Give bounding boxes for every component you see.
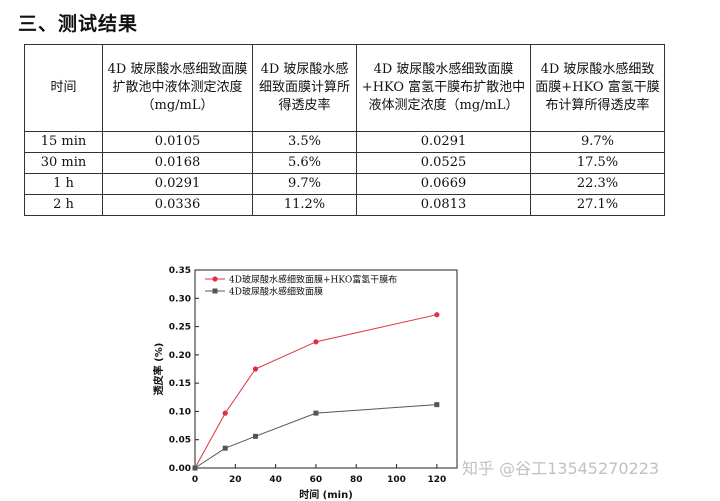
y-tick-label: 0.35 — [169, 266, 191, 276]
data-point — [313, 339, 319, 345]
chart-svg: 0 20 40 60 80 100 120 0.00 0.05 0.10 0.15 0.20 0.25 0… — [152, 266, 458, 501]
table-cell: 0.0669 — [356, 173, 531, 195]
table-cell: 17.5% — [530, 152, 665, 174]
x-axis-label: 时间 (min) — [299, 488, 353, 501]
data-point — [434, 312, 440, 318]
table-cell: 0.0813 — [356, 194, 531, 216]
x-tick-label: 60 — [310, 475, 323, 485]
table-cell: 9.7% — [252, 173, 357, 195]
table-cell: 30 min — [24, 152, 103, 174]
header-time: 时间 — [24, 44, 103, 132]
section-heading: 三、测试结果 — [18, 13, 139, 35]
y-tick-label: 0.30 — [169, 294, 191, 304]
x-tick-label: 40 — [269, 475, 282, 485]
table-header-row: 时间 4D 玻尿酸水感细致面膜扩散池中液体测定浓度（mg/mL） 4D 玻尿酸水… — [24, 44, 665, 132]
x-tick-label: 20 — [229, 475, 242, 485]
table-cell: 9.7% — [530, 131, 665, 153]
header-hko-concentration: 4D 玻尿酸水感细致面膜+HKO 富氢干膜布扩散池中液体测定浓度（mg/mL） — [356, 44, 531, 132]
data-point — [222, 410, 228, 416]
plot-frame — [194, 269, 458, 469]
table-cell: 0.0525 — [356, 152, 531, 174]
y-tick-label: 0.15 — [169, 379, 191, 389]
y-tick-label: 0.00 — [169, 464, 191, 474]
table-cell: 5.6% — [252, 152, 357, 174]
table-cell: 0.0336 — [102, 194, 253, 216]
results-table: 时间 4D 玻尿酸水感细致面膜扩散池中液体测定浓度（mg/mL） 4D 玻尿酸水… — [24, 44, 665, 216]
y-tick-label: 0.20 — [169, 351, 191, 361]
x-tick-label: 80 — [350, 475, 363, 485]
table-row: 15 min 0.0105 3.5% 0.0291 9.7% — [24, 131, 665, 153]
table-cell: 2 h — [24, 194, 103, 216]
header-hko-permeation: 4D 玻尿酸水感细致面膜+HKO 富氢干膜布计算所得透皮率 — [530, 44, 665, 132]
y-tick-label: 0.05 — [169, 436, 191, 446]
x-tick-label: 100 — [387, 475, 406, 485]
series-line — [194, 314, 437, 469]
y-tick-label: 0.25 — [169, 323, 191, 333]
legend-marker — [212, 288, 218, 294]
table-cell: 27.1% — [530, 194, 665, 216]
table-cell: 3.5% — [252, 131, 357, 153]
table-cell: 1 h — [24, 173, 103, 195]
header-control-concentration: 4D 玻尿酸水感细致面膜扩散池中液体测定浓度（mg/mL） — [102, 44, 253, 132]
legend-label: 4D玻尿酸水感细致面膜+HKO富氢干膜布 — [229, 274, 397, 286]
data-point — [192, 465, 198, 471]
table-cell: 0.0291 — [356, 131, 531, 153]
table-cell: 0.0168 — [102, 152, 253, 174]
data-point — [222, 445, 228, 451]
x-tick-label: 0 — [192, 475, 198, 485]
legend-label: 4D玻尿酸水感细致面膜 — [229, 286, 323, 298]
data-point — [313, 410, 319, 416]
table-row: 2 h 0.0336 11.2% 0.0813 27.1% — [24, 194, 665, 216]
x-tick-label: 120 — [427, 475, 446, 485]
data-point — [434, 402, 440, 408]
table-row: 1 h 0.0291 9.7% 0.0669 22.3% — [24, 173, 665, 195]
data-point — [252, 433, 258, 439]
permeation-chart: 0 20 40 60 80 100 120 0.00 0.05 0.10 0.15 0.20 0.25 0… — [150, 255, 610, 501]
table-cell: 11.2% — [252, 194, 357, 216]
watermark: 知乎 @谷工13545270223 — [462, 459, 660, 478]
table-cell: 15 min — [24, 131, 103, 153]
legend-marker — [212, 276, 218, 282]
table-cell: 22.3% — [530, 173, 665, 195]
y-tick-label: 0.10 — [169, 407, 191, 417]
table-cell: 0.0291 — [102, 173, 253, 195]
y-axis-label: 透皮率 (%) — [152, 343, 165, 396]
header-control-permeation: 4D 玻尿酸水感细致面膜计算所得透皮率 — [252, 44, 357, 132]
data-point — [252, 366, 259, 372]
table-cell: 0.0105 — [102, 131, 253, 153]
table-row: 30 min 0.0168 5.6% 0.0525 17.5% — [24, 152, 665, 174]
